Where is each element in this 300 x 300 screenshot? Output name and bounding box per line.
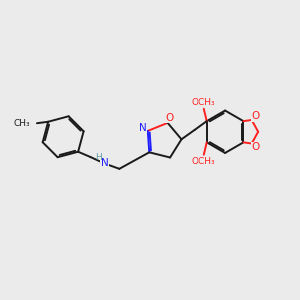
Text: H: H xyxy=(95,152,101,161)
Text: CH₃: CH₃ xyxy=(14,119,31,128)
Text: OCH₃: OCH₃ xyxy=(192,157,216,166)
Text: O: O xyxy=(251,142,259,152)
Text: O: O xyxy=(251,111,259,122)
Text: O: O xyxy=(165,112,173,123)
Text: N: N xyxy=(101,158,109,168)
Text: N: N xyxy=(139,123,146,133)
Text: OCH₃: OCH₃ xyxy=(192,98,216,107)
